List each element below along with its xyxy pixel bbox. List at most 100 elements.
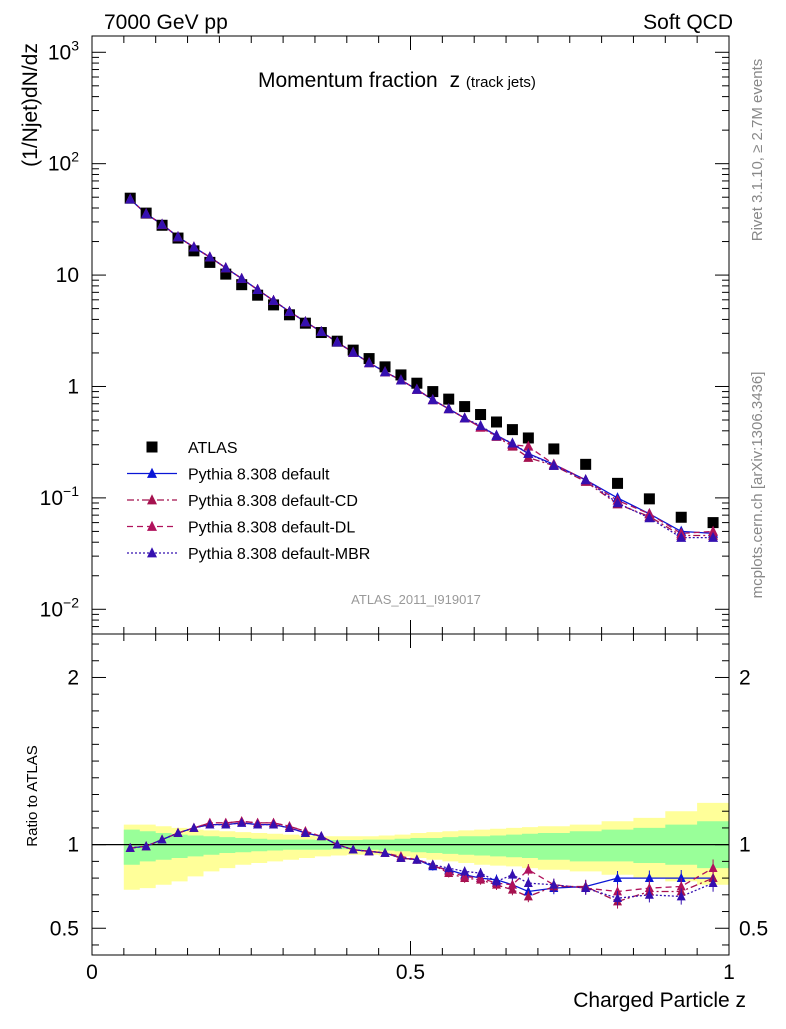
legend-label-0: ATLAS [188, 440, 238, 457]
data-point-s0-7 [236, 279, 248, 291]
data-point-s4-15 [364, 357, 375, 368]
ratio-point-s3-3 [173, 827, 183, 837]
ratio-point-s3-11 [300, 827, 310, 837]
ratio-point-s3-8 [253, 819, 263, 829]
ratio-point-s3-23 [491, 876, 501, 886]
ratio-point-s2-28 [613, 886, 623, 896]
ratio-point-s3-13 [332, 839, 342, 849]
ratio-point-s3-18 [412, 854, 422, 864]
ratio-point-s3-30 [676, 891, 686, 901]
y-tick-base: 10 [48, 41, 71, 64]
ratio-point-s3-7 [237, 817, 247, 827]
ratio-point-s3-4 [189, 822, 199, 832]
ratio-point-s0-30 [676, 872, 686, 882]
data-point-s4-0 [125, 193, 136, 204]
ratio-point-s3-14 [348, 844, 358, 854]
y-tick-label-3: 10 [56, 264, 79, 287]
mcplots-label: mcplots.cern.ch [arXiv:1306.3436] [749, 372, 766, 599]
data-point-s0-26 [548, 443, 560, 455]
ratio-point-s2-30 [676, 881, 686, 891]
title-var: z [450, 69, 461, 92]
data-point-s4-11 [300, 316, 311, 327]
ratio-point-s3-15 [364, 846, 374, 856]
ratio-point-s3-28 [613, 892, 623, 903]
data-point-s0-18 [411, 377, 423, 389]
y-tick-base: 10 [40, 598, 63, 621]
data-point-s3-25 [523, 440, 534, 451]
legend-marker-0 [146, 441, 158, 453]
y-tick-base: 10 [56, 264, 79, 287]
header-right: Soft QCD [643, 11, 733, 34]
data-point-s4-2 [157, 218, 168, 229]
ratio-point-s3-10 [284, 822, 294, 832]
data-point-s4-26 [548, 459, 559, 470]
ratio-point-s0-29 [644, 872, 654, 882]
data-point-s4-23 [491, 430, 502, 441]
x-tick-label-0: 0 [86, 961, 98, 984]
legend-label-3: Pythia 8.308 default-DL [188, 520, 355, 537]
data-point-s4-5 [204, 251, 215, 262]
series-line-2 [129, 198, 714, 537]
y-tick-exponent: −1 [63, 483, 79, 499]
data-point-s4-28 [612, 497, 623, 508]
ratio-plot-area [92, 802, 729, 909]
y-tick-exponent: −2 [63, 594, 79, 610]
ratio-point-s3-27 [581, 882, 591, 893]
data-point-s4-10 [284, 305, 295, 316]
analysis-tag: ATLAS_2011_I919017 [351, 592, 481, 607]
x-tick-label-1: 0.5 [396, 961, 425, 984]
ratio-point-s2-31 [708, 862, 718, 872]
ratio-point-s3-9 [269, 819, 279, 829]
ratio-y-axis-label: Ratio to ATLAS [24, 745, 41, 846]
x-tick-label-2: 1 [723, 961, 735, 984]
data-point-s4-16 [380, 366, 391, 377]
ratio-point-s3-2 [157, 834, 167, 844]
ratio-point-s3-17 [396, 852, 406, 862]
legend-marker-2 [147, 494, 157, 505]
legend-marker-4 [147, 547, 157, 558]
rivet-label: Rivet 3.1.10, ≥ 2.7M events [749, 59, 766, 242]
ratio-point-s3-20 [444, 862, 454, 872]
data-point-s4-24 [507, 437, 518, 448]
data-point-s0-6 [220, 268, 232, 280]
data-point-s4-20 [443, 403, 454, 414]
y-tick-label-0: 10−2 [40, 594, 80, 621]
legend-label-2: Pythia 8.308 default-CD [188, 493, 358, 510]
legend-label-1: Pythia 8.308 default [188, 467, 330, 484]
ratio-y-tick-label-right-2: 2 [739, 666, 751, 689]
ratio-y-tick-label-2: 2 [67, 666, 79, 689]
ratio-point-s2-25 [523, 864, 533, 874]
y-tick-base: 10 [48, 153, 71, 176]
data-point-s4-13 [332, 336, 343, 347]
main-y-axis-label: (1/Njet)dN/dz [19, 43, 42, 167]
title-sub: (track jets) [466, 74, 536, 91]
data-point-s4-31 [708, 531, 719, 542]
data-point-s4-21 [459, 412, 470, 423]
data-point-s0-28 [612, 477, 624, 489]
ratio-point-s3-5 [205, 819, 215, 829]
y-tick-label-2: 1 [67, 375, 79, 398]
y-tick-exponent: 3 [71, 37, 79, 53]
data-point-s0-30 [675, 511, 687, 523]
ratio-line-2 [130, 820, 714, 893]
data-point-s0-8 [252, 289, 264, 301]
ratio-y-tick-label-1: 1 [67, 834, 79, 857]
ratio-y-tick-label-right-0: 0.5 [739, 917, 768, 940]
legend: ATLAS Pythia 8.308 default Pythia 8.308 de… [127, 440, 370, 563]
data-point-s0-31 [707, 517, 719, 529]
data-point-s0-23 [490, 416, 502, 428]
data-point-s4-3 [172, 231, 183, 242]
y-tick-base: 10 [40, 487, 63, 510]
data-point-s0-29 [643, 493, 655, 505]
data-point-s0-24 [506, 424, 518, 436]
data-point-s4-25 [523, 447, 534, 458]
data-point-s3-31 [708, 525, 719, 536]
data-point-s0-19 [427, 386, 439, 398]
main-plot-area [124, 192, 719, 542]
y-tick-label-5: 103 [48, 37, 79, 64]
ratio-point-s3-12 [316, 831, 326, 841]
data-point-s4-30 [676, 531, 687, 542]
ratio-point-s3-6 [221, 819, 231, 829]
data-point-s4-18 [411, 383, 422, 394]
